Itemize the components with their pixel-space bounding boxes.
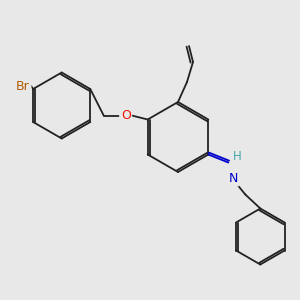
Text: H: H [233, 150, 242, 163]
Text: Br: Br [16, 80, 30, 92]
Text: O: O [121, 109, 130, 122]
Text: N: N [229, 172, 238, 185]
